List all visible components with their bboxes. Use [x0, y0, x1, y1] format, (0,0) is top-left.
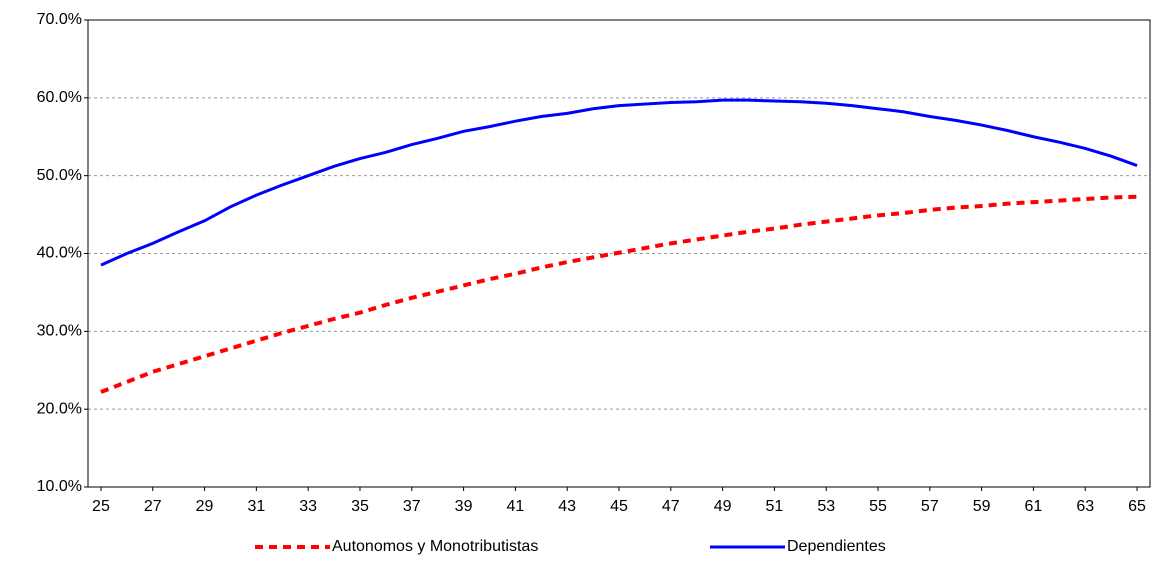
x-tick-label: 59 — [973, 498, 991, 515]
legend-label: Dependientes — [787, 538, 886, 555]
series-line — [100, 194, 1138, 394]
y-tick-label: 40.0% — [37, 245, 82, 262]
y-tick-label: 30.0% — [37, 323, 82, 340]
x-tick-label: 43 — [558, 498, 576, 515]
y-tick-label: 20.0% — [37, 400, 82, 417]
x-tick-label: 65 — [1128, 498, 1146, 515]
x-tick-label: 31 — [247, 498, 265, 515]
x-tick-label: 35 — [351, 498, 369, 515]
y-tick-label: 10.0% — [37, 478, 82, 495]
x-tick-label: 39 — [455, 498, 473, 515]
series-line — [100, 98, 1138, 267]
x-tick-label: 53 — [817, 498, 835, 515]
x-tick-label: 47 — [662, 498, 680, 515]
x-tick-label: 29 — [196, 498, 214, 515]
x-tick-label: 25 — [92, 498, 110, 515]
x-tick-label: 57 — [921, 498, 939, 515]
x-tick-label: 51 — [766, 498, 784, 515]
y-tick-label: 50.0% — [37, 167, 82, 184]
x-tick-label: 61 — [1025, 498, 1043, 515]
x-tick-label: 49 — [714, 498, 732, 515]
x-tick-label: 37 — [403, 498, 421, 515]
x-tick-label: 45 — [610, 498, 628, 515]
y-tick-label: 70.0% — [37, 11, 82, 28]
legend-label: Autonomos y Monotributistas — [332, 538, 538, 555]
x-tick-label: 41 — [506, 498, 524, 515]
y-tick-label: 60.0% — [37, 89, 82, 106]
x-tick-label: 55 — [869, 498, 887, 515]
x-tick-label: 33 — [299, 498, 317, 515]
x-tick-label: 63 — [1076, 498, 1094, 515]
x-tick-label: 27 — [144, 498, 162, 515]
